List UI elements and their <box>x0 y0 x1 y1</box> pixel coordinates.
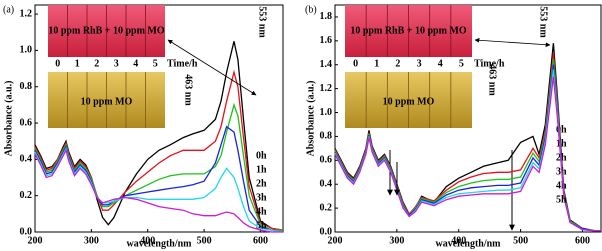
legend-label: 5h <box>256 220 267 231</box>
y-tick-label: 0.4 <box>20 154 33 165</box>
legend-label: 4h <box>556 180 567 191</box>
peak-annotation: 463 nm <box>183 74 194 106</box>
time-label: 1 <box>75 58 80 69</box>
photo-label: 10 ppm MO <box>81 96 133 107</box>
time-title: Time/h <box>474 58 505 69</box>
peak-annotation: 463 nm <box>487 64 498 96</box>
x-tick-label: 600 <box>253 235 268 246</box>
y-tick-label: 1.0 <box>20 45 33 56</box>
x-tick-label: 600 <box>575 235 590 246</box>
legend-label: 3h <box>256 192 267 203</box>
legend-label: 0h <box>256 150 267 161</box>
legend-label: 1h <box>556 138 567 149</box>
time-label: 3 <box>417 58 422 69</box>
panel-label: (b) <box>305 4 317 15</box>
x-tick-label: 200 <box>28 235 43 246</box>
x-tick-label: 500 <box>513 235 528 246</box>
time-label: 5 <box>153 58 158 69</box>
y-tick-label: 0.8 <box>20 81 33 92</box>
pointer-arrow <box>474 37 551 48</box>
time-label: 5 <box>459 58 464 69</box>
time-label: 2 <box>395 58 400 69</box>
time-label: 4 <box>133 58 138 69</box>
spectrum-line <box>334 76 601 232</box>
time-title: Time/h <box>167 58 198 69</box>
time-label: 0 <box>353 58 358 69</box>
y-tick-label: 1.2 <box>320 83 333 94</box>
legend-label: 2h <box>256 178 267 189</box>
legend-label: 1h <box>256 164 267 175</box>
time-label: 2 <box>94 58 99 69</box>
spectrum-line <box>34 146 284 233</box>
y-axis-label: Absorbance (a.u.) <box>3 81 14 157</box>
panel-label: (a) <box>3 4 14 15</box>
y-tick-label: 0.6 <box>20 117 33 128</box>
y-axis-label: Absorbance (a.u.) <box>305 81 316 157</box>
photo-label: 10 ppm MO <box>383 96 435 107</box>
spectrum-line <box>34 125 284 233</box>
y-tick-label: 1.2 <box>20 8 33 19</box>
y-tick-label: 0.2 <box>20 190 33 201</box>
legend-label: 5h <box>556 194 567 205</box>
time-label: 3 <box>114 58 119 69</box>
x-tick-label: 300 <box>389 235 404 246</box>
legend-label: 4h <box>256 206 267 217</box>
x-tick-label: 200 <box>328 235 343 246</box>
panel: 0.0 0.2 0.4 0.6 0.8 1.0 1.2 1.4 1.6 1.8 200 300 400 5… <box>305 4 602 249</box>
time-label: 0 <box>55 58 60 69</box>
y-tick-label: 0.2 <box>320 202 333 213</box>
y-tick-label: 0.8 <box>320 131 333 142</box>
y-tick-label: 1.0 <box>320 107 333 118</box>
x-tick-label: 500 <box>197 235 212 246</box>
y-tick-label: 0.4 <box>320 179 333 190</box>
photo-label: 10 ppm RhB + 10 ppm MO <box>48 25 164 36</box>
spectrum-line <box>34 148 283 233</box>
x-tick-label: 400 <box>451 235 466 246</box>
peak-annotation: 553 nm <box>538 6 549 38</box>
y-tick-label: 0.0 <box>20 226 33 237</box>
y-tick-label: 1.8 <box>320 11 333 22</box>
x-axis-label: wavelength/nm <box>127 238 193 249</box>
y-tick-label: 0.6 <box>320 155 333 166</box>
legend-label: 0h <box>556 124 567 135</box>
spectrum-line <box>34 41 284 231</box>
photo-label: 10 ppm RhB + 10 ppm MO <box>350 25 466 36</box>
pointer-arrow <box>167 39 257 96</box>
x-tick-label: 300 <box>84 235 99 246</box>
x-axis-label: wavelength/nm <box>436 238 502 249</box>
y-tick-label: 1.4 <box>320 59 333 70</box>
y-tick-label: 1.6 <box>320 35 333 46</box>
time-label: 4 <box>438 58 443 69</box>
peak-annotation: 553 nm <box>257 6 268 38</box>
spectrum-line <box>34 102 283 231</box>
time-label: 1 <box>374 58 379 69</box>
x-tick-label: 400 <box>140 235 155 246</box>
y-tick-label: 0.0 <box>320 226 333 237</box>
